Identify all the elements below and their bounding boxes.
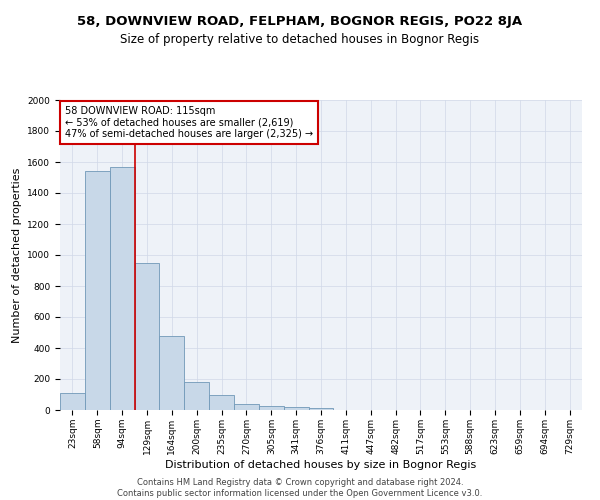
Bar xyxy=(234,404,259,410)
Bar xyxy=(209,394,234,410)
Text: Size of property relative to detached houses in Bognor Regis: Size of property relative to detached ho… xyxy=(121,32,479,46)
Bar xyxy=(85,172,110,410)
Text: 58, DOWNVIEW ROAD, FELPHAM, BOGNOR REGIS, PO22 8JA: 58, DOWNVIEW ROAD, FELPHAM, BOGNOR REGIS… xyxy=(77,15,523,28)
X-axis label: Distribution of detached houses by size in Bognor Regis: Distribution of detached houses by size … xyxy=(166,460,476,469)
Y-axis label: Number of detached properties: Number of detached properties xyxy=(12,168,22,342)
Bar xyxy=(259,406,284,410)
Text: 58 DOWNVIEW ROAD: 115sqm
← 53% of detached houses are smaller (2,619)
47% of sem: 58 DOWNVIEW ROAD: 115sqm ← 53% of detach… xyxy=(65,106,313,140)
Bar xyxy=(110,166,134,410)
Text: Contains HM Land Registry data © Crown copyright and database right 2024.
Contai: Contains HM Land Registry data © Crown c… xyxy=(118,478,482,498)
Bar xyxy=(284,407,308,410)
Bar xyxy=(308,408,334,410)
Bar xyxy=(184,382,209,410)
Bar xyxy=(60,393,85,410)
Bar xyxy=(160,336,184,410)
Bar xyxy=(134,263,160,410)
